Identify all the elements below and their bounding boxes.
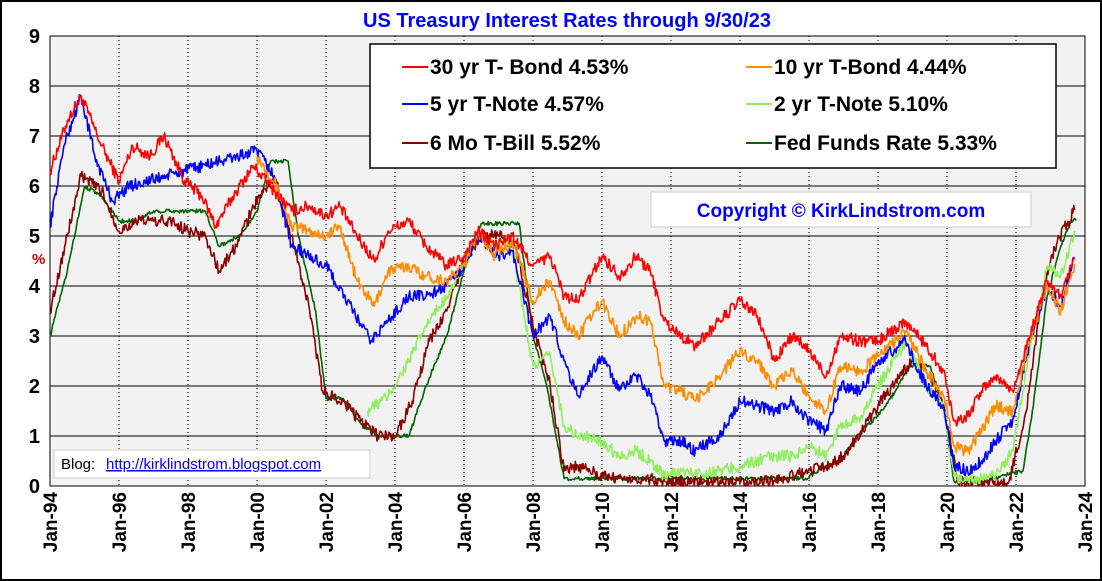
x-tick-label: Jan-10 — [593, 492, 614, 552]
copyright-box: Copyright © KirkLindstrom.com — [650, 191, 1032, 228]
x-axis-ticks: Jan-94 Jan-96 Jan-98 Jan-00 Jan-02 Jan-04 Jan-… — [41, 492, 1097, 553]
x-tick-label: Jan-98 — [179, 492, 200, 552]
y-tick-label: 9 — [29, 26, 40, 48]
x-tick-label: Jan-18 — [869, 492, 890, 552]
legend-entry: 30 yr T- Bond 4.53% — [430, 56, 629, 79]
blog-label: Blog: — [61, 456, 95, 473]
copyright-text: Copyright © KirkLindstrom.com — [697, 201, 985, 222]
x-tick-label: Jan-24 — [1076, 492, 1097, 553]
y-tick-label: 0 — [29, 476, 40, 498]
x-tick-label: Jan-22 — [1007, 492, 1028, 552]
x-tick-label: Jan-02 — [317, 492, 338, 552]
legend-entry: 2 yr T-Note 5.10% — [774, 93, 948, 116]
chart-title: US Treasury Interest Rates through 9/30/… — [363, 10, 771, 32]
y-tick-label: 7 — [29, 126, 40, 148]
legend-entry: Fed Funds Rate 5.33% — [774, 132, 997, 155]
series-line — [49, 170, 1076, 487]
y-axis-label: % — [32, 251, 45, 268]
x-tick-label: Jan-16 — [800, 492, 821, 552]
blog-link[interactable]: http://kirklindstrom.blogspot.com — [106, 456, 321, 473]
y-axis-ticks: 0 1 2 3 4 5 6 7 8 9 — [29, 26, 41, 498]
legend-entry: 6 Mo T-Bill 5.52% — [430, 132, 601, 155]
blog-background — [53, 449, 371, 479]
y-tick-label: 2 — [29, 376, 40, 398]
x-tick-label: Jan-14 — [731, 492, 752, 553]
legend-box — [369, 43, 1057, 169]
series-line — [49, 93, 1076, 427]
blog-box: Blog: http://kirklindstrom.blogspot.com — [53, 449, 371, 479]
x-tick-label: Jan-94 — [41, 492, 62, 553]
x-tick-label: Jan-12 — [662, 492, 683, 552]
x-tick-label: Jan-20 — [938, 492, 959, 552]
x-tick-label: Jan-00 — [248, 492, 269, 552]
legend: 30 yr T- Bond 4.53% 10 yr T-Bond 4.44% 5 y… — [369, 43, 1057, 169]
y-tick-label: 5 — [29, 226, 40, 248]
y-tick-label: 6 — [29, 176, 40, 198]
x-tick-label: Jan-06 — [455, 492, 476, 552]
series-line — [256, 155, 1076, 457]
y-tick-label: 3 — [29, 326, 40, 348]
series-line — [49, 94, 1075, 477]
x-tick-label: Jan-04 — [386, 492, 407, 553]
copyright-background — [650, 191, 1032, 228]
series-lines — [49, 93, 1077, 487]
legend-entry: 10 yr T-Bond 4.44% — [774, 56, 967, 79]
x-tick-label: Jan-08 — [524, 492, 545, 552]
y-tick-label: 8 — [29, 76, 40, 98]
legend-entry: 5 yr T-Note 4.57% — [430, 93, 604, 116]
y-tick-label: 1 — [29, 426, 40, 448]
y-tick-label: 4 — [29, 276, 41, 298]
x-tick-label: Jan-96 — [110, 492, 131, 552]
